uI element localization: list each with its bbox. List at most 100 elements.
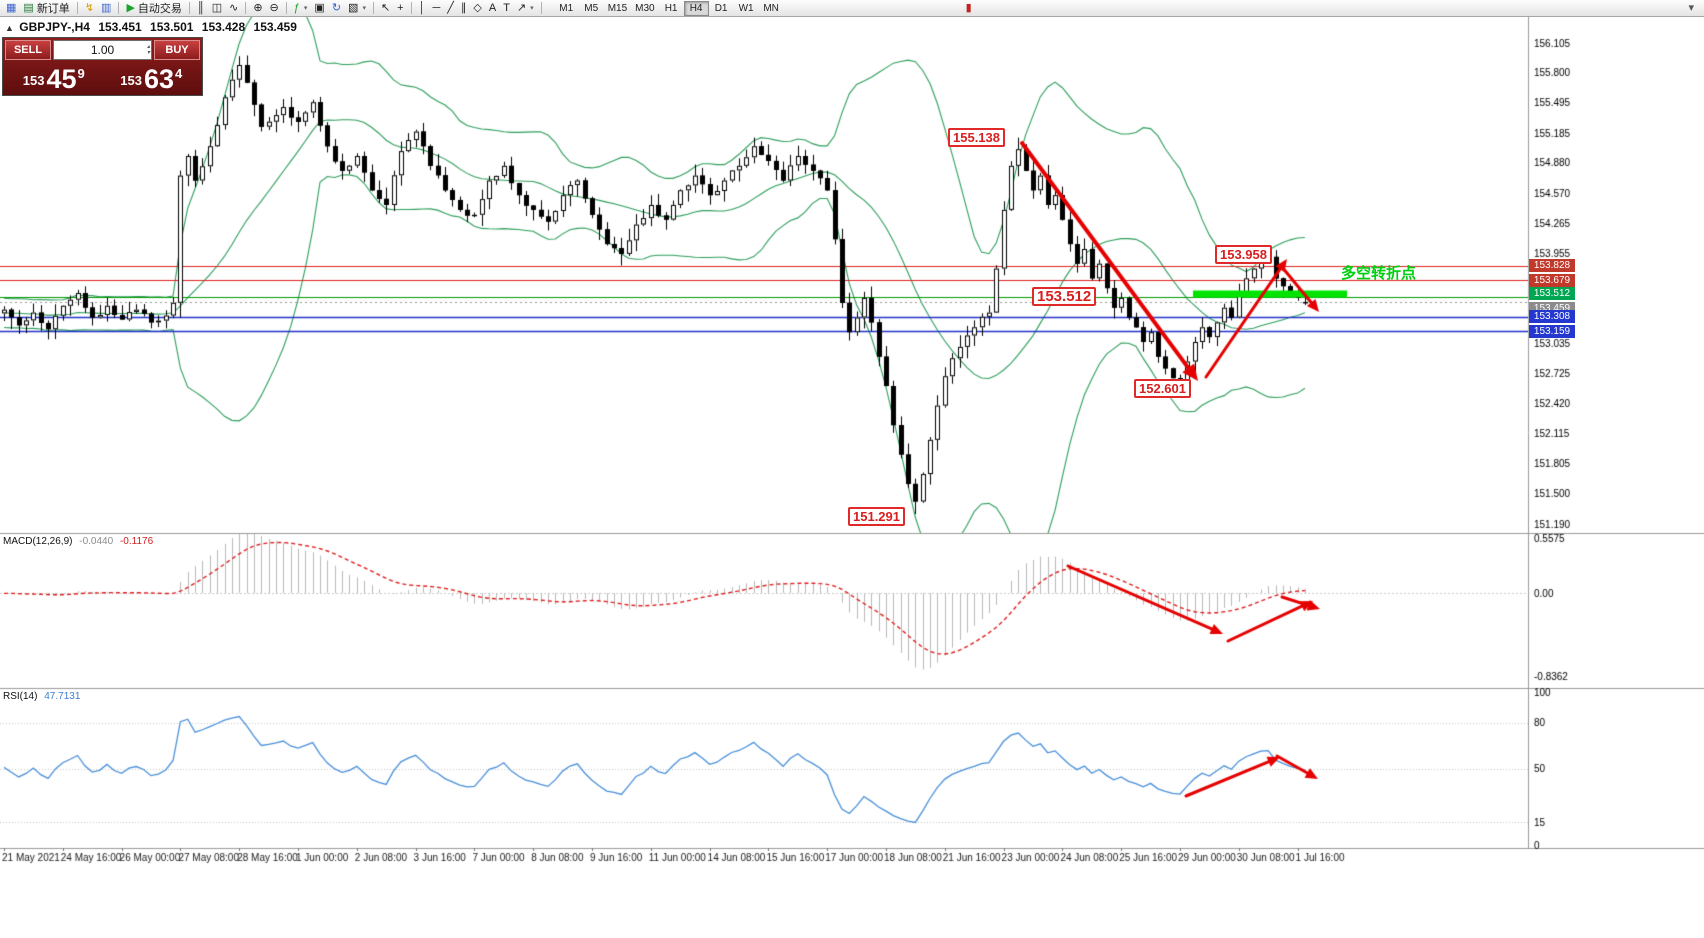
rsi-name: RSI(14) bbox=[3, 691, 38, 702]
label-tool-button[interactable]: T bbox=[500, 1, 513, 16]
timeframe-W1[interactable]: W1 bbox=[734, 1, 759, 16]
arrows-tool-icon: ↗ bbox=[516, 1, 527, 14]
market-watch-icon: ↯ bbox=[84, 1, 95, 14]
sell-price-main: 153 bbox=[22, 73, 45, 88]
tile-windows-icon: ▣ bbox=[314, 1, 325, 14]
data-window-button[interactable]: ▥ bbox=[98, 1, 114, 16]
toolbar-separator bbox=[285, 2, 287, 14]
dropdown-arrow-icon: ▾ bbox=[303, 5, 308, 12]
charts-button[interactable]: ▦ bbox=[3, 1, 19, 16]
news-button[interactable]: ▮ bbox=[963, 1, 975, 16]
news-icon: ▮ bbox=[965, 1, 972, 14]
zoom-in-icon: ⊕ bbox=[253, 1, 263, 14]
buy-button[interactable]: BUY bbox=[154, 40, 200, 60]
sell-button[interactable]: SELL bbox=[5, 40, 51, 60]
buy-price-main: 153 bbox=[120, 73, 142, 88]
macd-main-value: -0.0440 bbox=[79, 536, 114, 547]
text-tool-icon: A bbox=[488, 1, 497, 14]
autotrading-play-icon: ▶ bbox=[126, 1, 135, 14]
timeframe-MN[interactable]: MN bbox=[759, 1, 784, 16]
timeframe-M5[interactable]: M5 bbox=[579, 1, 604, 16]
one-click-trading-panel: SELL 1.00 ▴ ▾ BUY 153 45 9 153 63 4 bbox=[2, 37, 203, 96]
line-chart-button[interactable]: ∿ bbox=[226, 1, 241, 16]
templates-button[interactable]: ▧ ▾ bbox=[345, 1, 369, 16]
price-chart-canvas[interactable] bbox=[0, 17, 1704, 938]
zoom-out-icon: ⊖ bbox=[269, 1, 279, 14]
trendline-tool-button[interactable]: ╱ bbox=[444, 1, 457, 16]
buy-price-display[interactable]: 153 63 4 bbox=[103, 60, 201, 93]
zoom-out-button[interactable]: ⊖ bbox=[267, 1, 282, 16]
bar-chart-button[interactable]: ║ bbox=[194, 1, 208, 16]
text-tool-button[interactable]: A bbox=[486, 1, 499, 16]
volume-value[interactable]: 1.00 bbox=[90, 43, 115, 57]
timeframe-M30[interactable]: M30 bbox=[631, 1, 658, 16]
ohlc-close: 153.459 bbox=[253, 20, 297, 34]
refresh-button[interactable]: ↻ bbox=[329, 1, 344, 16]
volume-up-icon[interactable]: ▴ bbox=[146, 44, 150, 50]
autotrading-label: 自动交易 bbox=[137, 3, 182, 15]
dropdown-arrow-icon: ▾ bbox=[530, 5, 534, 12]
sell-price-pips: 45 bbox=[46, 64, 77, 94]
sell-price-display[interactable]: 153 45 9 bbox=[5, 60, 103, 93]
toolbar-overflow-button[interactable]: ▾ bbox=[1685, 1, 1697, 16]
toolbar-separator bbox=[188, 2, 190, 14]
macd-signal-value: -0.1176 bbox=[119, 536, 154, 547]
indicators-button[interactable]: ƒ ▾ bbox=[291, 1, 311, 16]
crosshair-tool-button[interactable]: + bbox=[394, 1, 406, 16]
new-order-label: 新订单 bbox=[36, 3, 70, 15]
trendline-icon: ╱ bbox=[447, 1, 454, 14]
ohlc-high: 153.501 bbox=[150, 20, 194, 34]
line-chart-icon: ∿ bbox=[229, 1, 239, 14]
channel-tool-button[interactable]: ∥ bbox=[458, 1, 470, 16]
toolbar-separator bbox=[372, 2, 374, 14]
timeframe-M1[interactable]: M1 bbox=[554, 1, 579, 16]
volume-stepper[interactable]: ▴ ▾ bbox=[147, 41, 150, 59]
buy-price-frac: 4 bbox=[175, 66, 183, 81]
indicators-icon: ƒ bbox=[293, 1, 300, 14]
cursor-icon: ↖ bbox=[380, 1, 391, 14]
new-order-button[interactable]: ▤ 新订单 bbox=[20, 1, 72, 16]
candlestick-chart-button[interactable]: ◫ bbox=[209, 1, 225, 16]
buy-price-pips: 63 bbox=[143, 64, 174, 94]
autotrading-button[interactable]: ▶ 自动交易 bbox=[123, 1, 184, 16]
timeframe-toolbar: M1 M5 M15 M30 H1 H4 D1 W1 MN bbox=[554, 0, 784, 16]
toolbar-separator bbox=[410, 2, 412, 14]
templates-icon: ▧ bbox=[348, 1, 359, 14]
main-toolbar: ▦ ▤ 新订单 ↯ ▥ ▶ 自动交易 ║ ◫ ∿ ⊕ ⊖ ƒ ▾ ▣ ↻ ▧ ▾ ↖… bbox=[0, 0, 1704, 17]
horizontal-line-tool-button[interactable]: ─ bbox=[429, 1, 443, 16]
horizontal-line-icon: ─ bbox=[432, 1, 441, 14]
ohlc-open: 153.451 bbox=[98, 20, 142, 34]
toolbar-separator bbox=[76, 2, 78, 14]
sell-price-frac: 9 bbox=[77, 66, 85, 81]
channel-icon: ∥ bbox=[460, 1, 467, 14]
tile-windows-button[interactable]: ▣ bbox=[311, 1, 327, 16]
zoom-in-button[interactable]: ⊕ bbox=[250, 1, 265, 16]
bar-chart-icon: ║ bbox=[196, 1, 205, 14]
shapes-icon: ◇ bbox=[473, 1, 482, 14]
market-watch-button[interactable]: ↯ bbox=[82, 1, 97, 16]
vertical-line-tool-button[interactable]: │ bbox=[416, 1, 429, 16]
crosshair-icon: + bbox=[397, 1, 404, 14]
cursor-tool-button[interactable]: ↖ bbox=[378, 1, 393, 16]
rsi-indicator-label: RSI(14) 47.7131 bbox=[3, 691, 84, 702]
timeframe-D1[interactable]: D1 bbox=[709, 1, 734, 16]
volume-field[interactable]: 1.00 ▴ ▾ bbox=[53, 40, 152, 60]
symbol-period-label: GBPJPY-,H4 bbox=[19, 20, 90, 34]
new-order-icon: ▤ bbox=[23, 1, 34, 14]
timeframe-M15[interactable]: M15 bbox=[604, 1, 631, 16]
macd-name: MACD(12,26,9) bbox=[3, 536, 73, 547]
collapse-panel-icon[interactable]: ▲ bbox=[5, 23, 14, 33]
chart-symbol-header: ▲ GBPJPY-,H4 153.451 153.501 153.428 153… bbox=[5, 20, 302, 34]
timeframe-H1[interactable]: H1 bbox=[659, 1, 684, 16]
vertical-line-icon: │ bbox=[418, 1, 426, 14]
volume-down-icon[interactable]: ▾ bbox=[146, 50, 150, 56]
dropdown-arrow-icon: ▾ bbox=[362, 5, 366, 12]
arrows-tool-button[interactable]: ↗ ▾ bbox=[514, 1, 537, 16]
timeframe-H4[interactable]: H4 bbox=[683, 0, 709, 16]
shapes-tool-button[interactable]: ◇ bbox=[470, 1, 484, 16]
refresh-icon: ↻ bbox=[331, 1, 342, 14]
macd-indicator-label: MACD(12,26,9) -0.0440 -0.1176 bbox=[3, 536, 157, 547]
toolbar-separator bbox=[540, 2, 542, 14]
label-tool-icon: T bbox=[503, 1, 510, 14]
